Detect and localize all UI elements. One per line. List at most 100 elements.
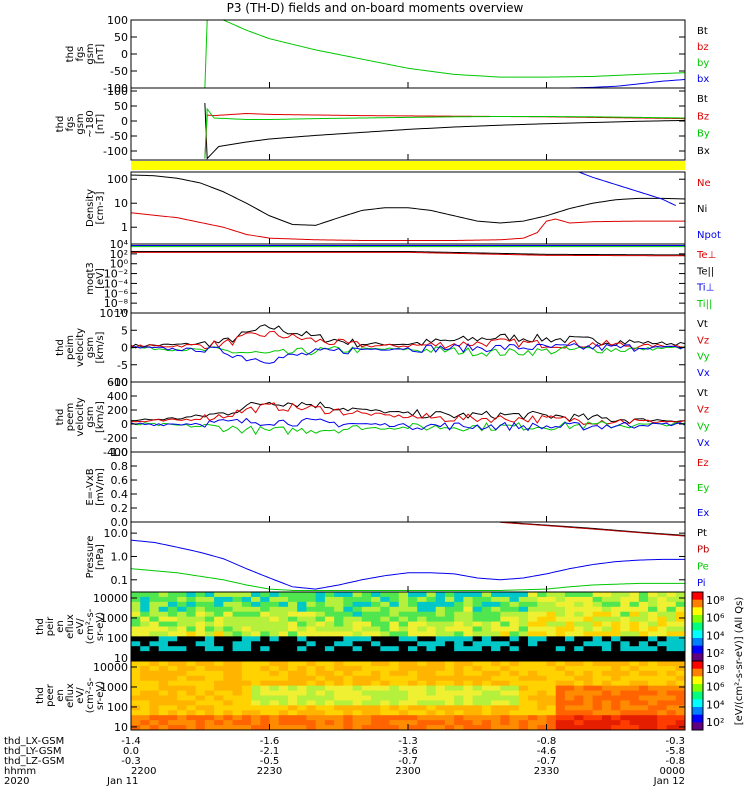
heatmap-cell bbox=[601, 626, 612, 633]
x-tick-label: 2300 bbox=[395, 766, 420, 777]
heatmap-cell bbox=[214, 636, 224, 642]
heatmap-cell bbox=[140, 661, 151, 667]
heatmap-cell bbox=[140, 690, 151, 697]
heatmap-cell bbox=[417, 611, 428, 618]
heatmap-cell bbox=[500, 656, 511, 661]
heatmap-cell bbox=[232, 661, 243, 667]
heatmap-cell bbox=[620, 670, 631, 677]
heatmap-cell bbox=[417, 690, 428, 697]
heatmap-cell bbox=[251, 661, 261, 667]
heatmap-cell bbox=[601, 710, 612, 716]
heatmap-cell bbox=[564, 675, 575, 682]
heatmap-cell bbox=[324, 641, 335, 647]
heatmap-cell bbox=[611, 641, 621, 647]
heatmap-cell bbox=[601, 661, 612, 667]
heatmap-cell bbox=[518, 592, 529, 598]
colorbar-tick-label: 10⁸ bbox=[706, 663, 725, 676]
heatmap-cell bbox=[463, 675, 474, 682]
heatmap-cell bbox=[158, 616, 169, 623]
heatmap-cell bbox=[260, 705, 271, 711]
heatmap-cell bbox=[629, 670, 640, 677]
heatmap-cell bbox=[241, 656, 252, 661]
heatmap-cell bbox=[260, 621, 271, 628]
heatmap-cell bbox=[389, 592, 400, 598]
heatmap-cell bbox=[361, 665, 372, 672]
heatmap-cell bbox=[177, 685, 187, 692]
heatmap-cell bbox=[315, 700, 326, 706]
heatmap-cell bbox=[426, 631, 437, 637]
heatmap-cell bbox=[158, 636, 169, 642]
heatmap-cell bbox=[260, 690, 271, 697]
heatmap-cell bbox=[500, 651, 511, 657]
heatmap-cell bbox=[666, 626, 677, 633]
heatmap-cell bbox=[629, 646, 640, 652]
heatmap-cell bbox=[546, 651, 557, 657]
heatmap-cell bbox=[334, 636, 344, 642]
y-axis-label: eflux bbox=[65, 683, 76, 708]
heatmap-cell bbox=[592, 700, 603, 706]
heatmap-cell bbox=[648, 680, 658, 687]
heatmap-cell bbox=[583, 626, 594, 633]
heatmap-cell bbox=[371, 685, 381, 692]
y-tick-label: 0 bbox=[121, 342, 128, 355]
heatmap-cell bbox=[491, 592, 501, 598]
heatmap-cell bbox=[518, 621, 529, 628]
heatmap-cell bbox=[343, 646, 354, 652]
heatmap-cell bbox=[278, 720, 289, 726]
heatmap-cell bbox=[546, 720, 557, 726]
heatmap-cell bbox=[149, 670, 160, 677]
heatmap-cell bbox=[583, 680, 594, 687]
heatmap-cell bbox=[463, 626, 474, 633]
heatmap-cell bbox=[140, 670, 151, 677]
heatmap-cell bbox=[537, 720, 548, 726]
heatmap-cell bbox=[666, 705, 677, 711]
heatmap-cell bbox=[592, 670, 603, 677]
heatmap-cell bbox=[343, 611, 354, 618]
heatmap-cell bbox=[287, 611, 298, 618]
heatmap-cell bbox=[241, 601, 252, 608]
heatmap-cell bbox=[463, 680, 474, 687]
y-axis-label: [km/s] bbox=[95, 331, 106, 363]
heatmap-cell bbox=[574, 670, 585, 677]
heatmap-cell bbox=[472, 670, 483, 677]
heatmap-cell bbox=[675, 626, 685, 633]
heatmap-cell bbox=[629, 631, 640, 637]
heatmap-cell bbox=[380, 636, 391, 642]
heatmap-cell bbox=[583, 656, 594, 661]
heatmap-cell bbox=[324, 656, 335, 661]
legend-entry-bx: bx bbox=[697, 74, 709, 85]
heatmap-cell bbox=[675, 646, 685, 652]
heatmap-cell bbox=[140, 715, 151, 721]
heatmap-cell bbox=[241, 715, 252, 721]
y-tick-label: 0 bbox=[121, 115, 128, 128]
heatmap-cell bbox=[140, 651, 151, 657]
heatmap-cell bbox=[583, 596, 594, 603]
heatmap-cell bbox=[463, 710, 474, 716]
heatmap-cell bbox=[315, 626, 326, 633]
heatmap-cell bbox=[537, 680, 548, 687]
heatmap-cell bbox=[278, 665, 289, 672]
heatmap-cell bbox=[260, 596, 271, 603]
y-tick-label: 100 bbox=[107, 632, 128, 645]
heatmap-cell bbox=[260, 685, 271, 692]
heatmap-cell bbox=[638, 592, 649, 598]
heatmap-cell bbox=[629, 611, 640, 618]
heatmap-cell bbox=[186, 601, 197, 608]
legend-entry-bx: Bx bbox=[697, 146, 710, 157]
heatmap-cell bbox=[638, 695, 649, 702]
heatmap-cell bbox=[167, 596, 178, 603]
heatmap-cell bbox=[232, 665, 243, 672]
heatmap-cell bbox=[546, 715, 557, 721]
heatmap-cell bbox=[297, 720, 308, 726]
heatmap-cell bbox=[214, 631, 224, 637]
heatmap-cell bbox=[481, 665, 492, 672]
heatmap-cell bbox=[324, 636, 335, 642]
heatmap-cell bbox=[666, 631, 677, 637]
heatmap-cell bbox=[306, 611, 317, 618]
heatmap-cell bbox=[232, 680, 243, 687]
y-tick-label: -50 bbox=[110, 130, 128, 143]
heatmap-cell bbox=[666, 710, 677, 716]
colorbar-segment bbox=[692, 638, 703, 647]
y-axis-label: thd bbox=[55, 339, 66, 356]
heatmap-cell bbox=[592, 626, 603, 633]
